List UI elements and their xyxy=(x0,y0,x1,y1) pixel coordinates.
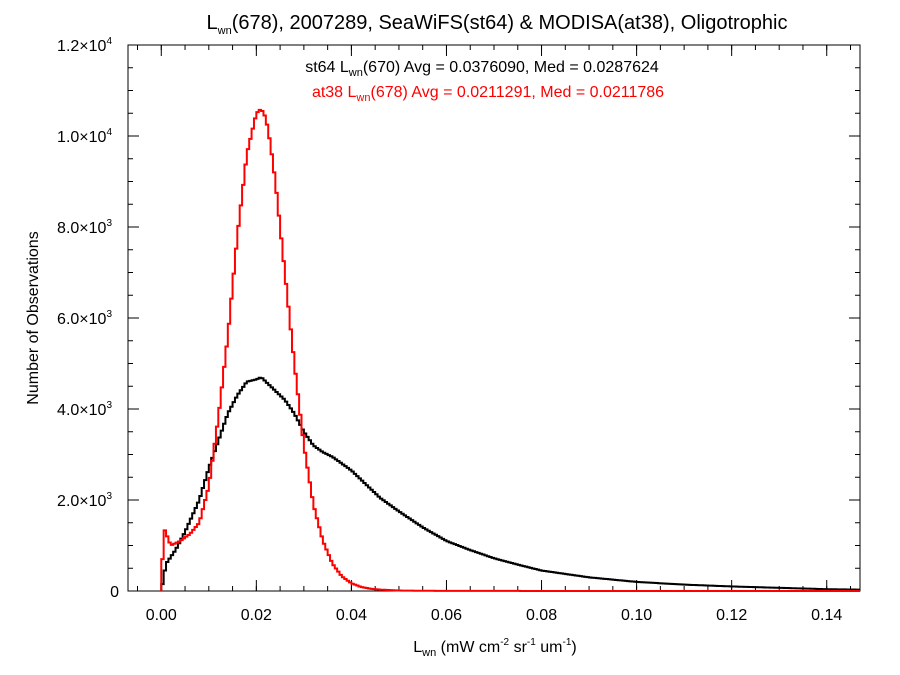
y-tick-label: 1.2×104 xyxy=(57,36,112,55)
x-axis-label-sup3: -1 xyxy=(562,637,571,648)
x-axis-label-sup1: -2 xyxy=(500,637,509,648)
series-layer xyxy=(160,108,860,592)
y-tick-label: 6.0×103 xyxy=(57,309,112,328)
x-axis-label-main: L xyxy=(413,639,422,656)
x-axis-label-p4: ) xyxy=(571,639,576,656)
x-axis-label: Lwn (mW cm-2 sr-1 um-1) xyxy=(413,637,576,659)
x-axis-label-p1: (mW cm xyxy=(436,639,500,656)
x-tick-label: 0.08 xyxy=(526,607,557,624)
chart-title-rest: (678), 2007289, SeaWiFS(st64) & MODISA(a… xyxy=(232,12,788,34)
x-tick-label: 0.14 xyxy=(811,607,842,624)
y-axis-label: Number of Observations xyxy=(25,231,42,404)
x-tick-label: 0.00 xyxy=(146,607,177,624)
annotation-at38-p2: (678) Avg = 0.0211291, Med = 0.0211786 xyxy=(370,84,664,101)
annotation-st64-p2: (670) Avg = 0.0376090, Med = 0.0287624 xyxy=(363,59,659,76)
plot-frame xyxy=(127,44,861,592)
y-tick-label: 8.0×103 xyxy=(57,218,112,237)
x-axis-label-sup2: -1 xyxy=(527,637,536,648)
chart-title: Lwn(678), 2007289, SeaWiFS(st64) & MODIS… xyxy=(207,12,788,37)
annotation-st64-p1: st64 L xyxy=(305,59,349,76)
x-tick-label: 0.02 xyxy=(241,607,272,624)
x-tick-label: 0.10 xyxy=(621,607,652,624)
x-tick-label: 0.04 xyxy=(336,607,367,624)
x-tick-label: 0.12 xyxy=(716,607,747,624)
chart-title-sub: wn xyxy=(217,25,232,37)
annotation-st64: st64 Lwn(670) Avg = 0.0376090, Med = 0.0… xyxy=(305,59,659,79)
annotation-at38-sub: wn xyxy=(355,92,370,104)
x-axis-label-p2: sr xyxy=(509,639,527,656)
annotation-st64-sub: wn xyxy=(348,67,363,79)
y-tick-label: 1.0×104 xyxy=(57,127,112,146)
x-axis-label-sub: wn xyxy=(421,647,436,659)
x-axis-label-p3: um xyxy=(536,639,563,656)
series-line-at38 xyxy=(160,108,860,592)
y-tick-label: 2.0×103 xyxy=(57,491,112,510)
y-tick-label: 0 xyxy=(110,584,119,601)
annotation-at38-p1: at38 L xyxy=(312,84,357,101)
y-tick-label: 4.0×103 xyxy=(57,400,112,419)
chart-title-main: L xyxy=(207,12,218,34)
annotation-at38: at38 Lwn(678) Avg = 0.0211291, Med = 0.0… xyxy=(312,84,664,104)
series-line-st64 xyxy=(160,376,860,591)
axis-ticks: 0.00 0.02 0.04 0.06 0.08 0.10 0.12 0.14 0 2.0×103… xyxy=(57,36,860,624)
x-tick-label: 0.06 xyxy=(431,607,462,624)
